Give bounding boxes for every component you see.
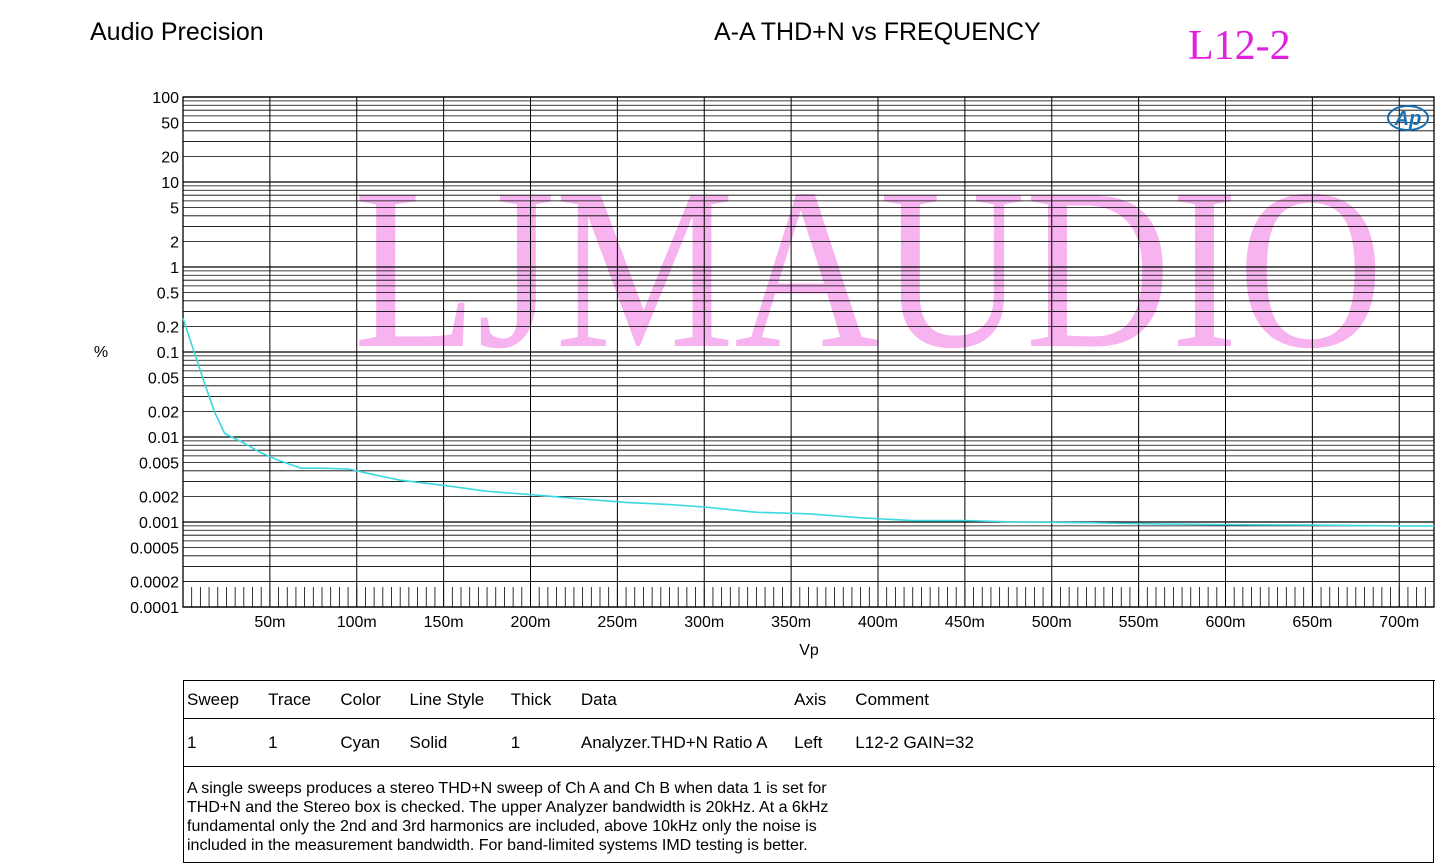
tag-label: L12-2 <box>1188 23 1291 69</box>
note-line: THD+N and the Stereo box is checked. The… <box>187 799 829 816</box>
plot-frame <box>182 96 1435 608</box>
legend-data-row: 1 1 Cyan Solid 1 Analyzer.THD+N Ratio A Left L1… <box>183 718 1435 767</box>
ap-logo-text: Ap <box>1394 108 1422 130</box>
x-tick-label: 550m <box>1119 614 1159 631</box>
y-tick-label: 100 <box>152 90 179 107</box>
legend-cell: Cyan <box>340 732 380 752</box>
legend-header-cell: Axis <box>794 689 827 709</box>
y-tick-label: 0.02 <box>148 404 179 421</box>
legend-header-cell: Data <box>580 689 617 709</box>
legend-table-wrap: Sweep Trace Color Line Style Thick Data Axis Co… <box>183 680 1435 767</box>
y-tick-label: 50 <box>161 116 179 133</box>
x-tick-label: 600m <box>1205 614 1245 631</box>
ap-logo-icon: Ap <box>1387 105 1429 131</box>
legend-cell: 1 <box>268 732 278 752</box>
thd-chart: LJMAUDIO 100 50 20 10 5 2 1 0.5 0.2 0.1 0.05 0.02 0.… <box>94 90 1435 659</box>
y-tick-label: 0.005 <box>139 456 179 473</box>
y-tick-label: 0.1 <box>157 345 179 362</box>
legend-header-cell: Comment <box>855 689 929 709</box>
legend-cell: Solid <box>409 732 448 752</box>
legend-header-cell: Trace <box>268 689 311 709</box>
legend-header-cell: Thick <box>510 689 552 709</box>
y-tick-label: 0.01 <box>148 430 179 447</box>
series-line <box>182 317 1434 527</box>
x-tick-label: 150m <box>424 614 464 631</box>
ap-logo-ring <box>1387 105 1429 131</box>
x-tick-label: 700m <box>1379 614 1419 631</box>
legend-cell: Left <box>794 732 823 752</box>
note-line: included in the measurement bandwidth. F… <box>187 837 808 854</box>
legend-header-cell: Line Style <box>409 689 485 709</box>
y-tick-label: 0.2 <box>157 319 179 336</box>
x-tick-label: 200m <box>510 614 550 631</box>
x-tick-label: 50m <box>254 614 285 631</box>
y-tick-label: 0.5 <box>157 286 179 303</box>
y-tick-label: 0.0001 <box>130 600 179 617</box>
y-axis-label: % <box>94 344 108 361</box>
brand-title: Audio Precision <box>90 18 264 46</box>
legend-cell: L12-2 GAIN=32 <box>855 732 974 752</box>
note-line: fundamental only the 2nd and 3rd harmoni… <box>187 818 817 835</box>
x-tick-label: 250m <box>597 614 637 631</box>
chart-title: A-A THD+N vs FREQUENCY <box>714 18 1041 46</box>
y-tick-label: 0.0005 <box>130 541 179 558</box>
y-tick-label: 0.001 <box>139 515 179 532</box>
y-tick-label: 0.05 <box>148 371 179 388</box>
watermark-text: LJMAUDIO <box>354 141 1384 396</box>
x-tick-label: 650m <box>1292 614 1332 631</box>
y-tick-label: 20 <box>161 149 179 166</box>
description-note: A single sweeps produces a stereo THD+N … <box>183 766 1435 863</box>
y-tick-label: 10 <box>161 175 179 192</box>
legend-table: Sweep Trace Color Line Style Thick Data Axis Co… <box>183 680 1435 767</box>
y-tick-label: 0.002 <box>139 489 179 506</box>
x-axis-label: Vp <box>799 642 819 659</box>
legend-header-cell: Color <box>340 689 381 709</box>
legend-header-cell: Sweep <box>187 689 239 709</box>
x-tick-label: 400m <box>858 614 898 631</box>
x-tick-label: 350m <box>771 614 811 631</box>
legend-header-row: Sweep Trace Color Line Style Thick Data Axis Co… <box>183 680 1435 719</box>
y-tick-label: 0.0002 <box>130 574 179 591</box>
legend-cell: Analyzer.THD+N Ratio A <box>580 732 768 752</box>
legend-cell: 1 <box>187 732 197 752</box>
x-tick-label: 300m <box>684 614 724 631</box>
y-tick-label: 5 <box>170 201 179 218</box>
legend-cell: 1 <box>510 732 521 752</box>
x-tick-label: 100m <box>337 614 377 631</box>
x-tick-label: 500m <box>1032 614 1072 631</box>
y-tick-label: 2 <box>170 234 179 251</box>
note-line: A single sweeps produces a stereo THD+N … <box>187 780 827 797</box>
x-tick-label: 450m <box>945 614 985 631</box>
y-tick-label: 1 <box>170 260 179 277</box>
